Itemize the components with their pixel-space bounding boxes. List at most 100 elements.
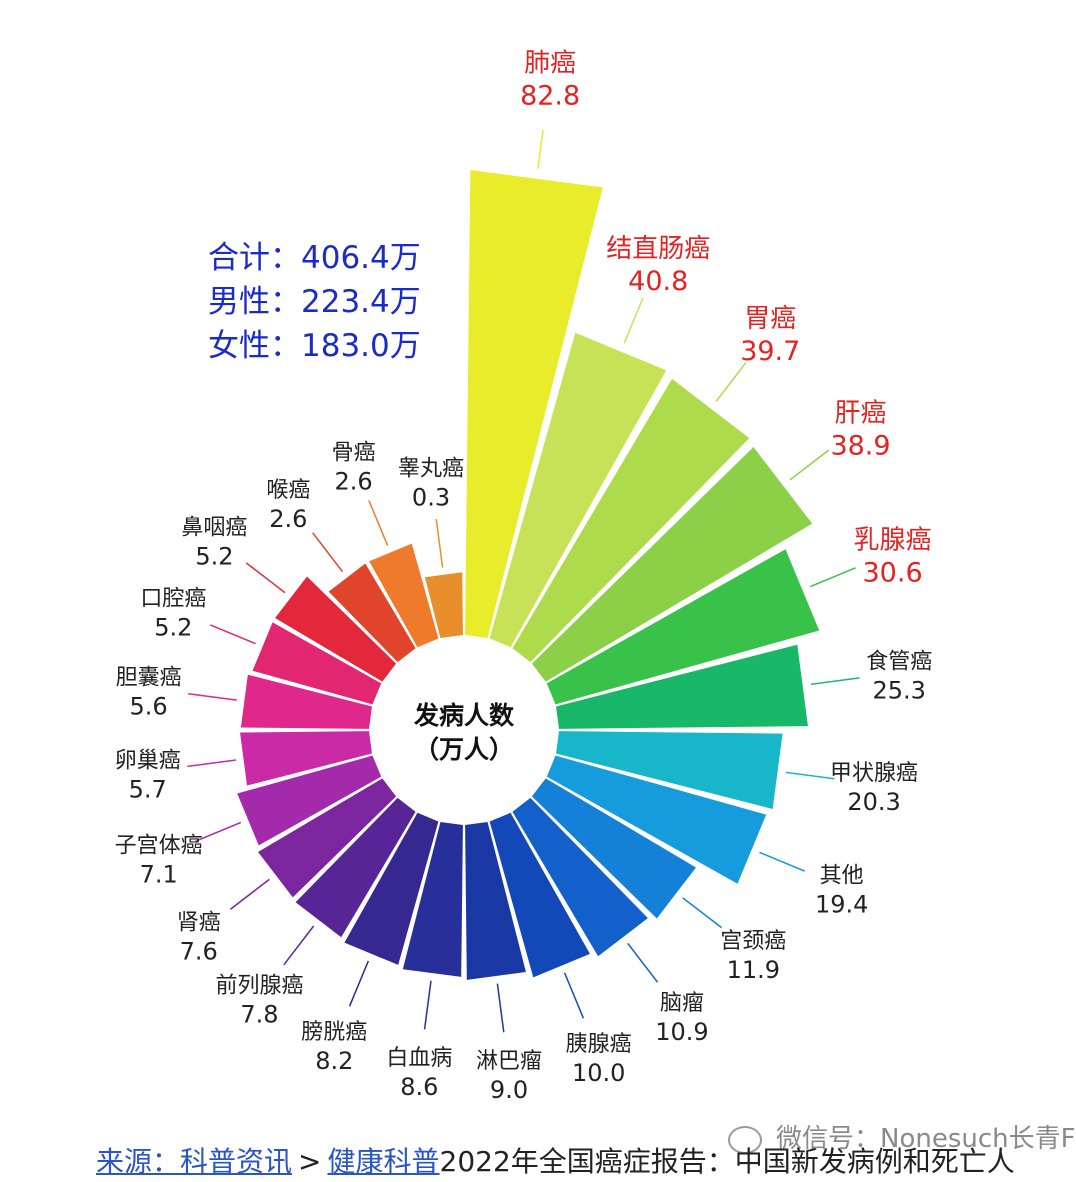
value-label-1: 82.8	[520, 81, 580, 112]
category-label-12: 淋巴瘤	[476, 1049, 542, 1074]
breadcrumb-separator: >	[298, 1145, 322, 1178]
bar-8	[546, 755, 767, 884]
value-label-2: 40.8	[628, 266, 688, 297]
category-label-22: 喉癌	[266, 478, 310, 503]
category-label-10: 脑瘤	[660, 991, 704, 1016]
center-label-line2: （万人）	[414, 735, 514, 764]
category-label-13: 白血病	[386, 1046, 452, 1071]
leader-line-13	[423, 980, 432, 1030]
value-label-10: 10.9	[655, 1018, 708, 1046]
category-label-11: 胰腺癌	[566, 1032, 632, 1057]
leader-line-24	[435, 518, 444, 568]
leader-line-7	[785, 771, 835, 780]
category-label-2: 结直肠癌	[606, 234, 710, 264]
leader-line-21	[245, 562, 286, 594]
leader-line-5	[810, 567, 856, 588]
bar-23	[369, 543, 439, 648]
leader-line-20	[210, 624, 256, 645]
value-label-5: 30.6	[863, 557, 923, 588]
bar-6	[556, 644, 808, 729]
category-label-5: 乳腺癌	[854, 525, 932, 555]
bar-18	[240, 731, 372, 786]
summary-female: 女性：183.0万	[208, 328, 421, 364]
bar-4	[531, 447, 813, 682]
bar-16	[258, 778, 397, 898]
summary-total: 合计：406.4万	[208, 240, 421, 276]
leader-line-3	[715, 362, 747, 402]
source-footer: 来源：科普资讯 > 健康科普2022年全国癌症报告：中国新发病例和死亡人	[96, 1140, 1015, 1180]
bar-2	[489, 332, 667, 648]
bar-9	[531, 778, 696, 919]
value-label-11: 10.0	[572, 1059, 625, 1087]
category-label-24: 睾丸癌	[398, 456, 464, 481]
leader-line-22	[312, 532, 344, 573]
category-label-19: 胆囊癌	[116, 665, 182, 690]
bar-3	[512, 378, 750, 663]
category-label-8: 其他	[820, 863, 864, 888]
value-label-23: 2.6	[334, 467, 372, 495]
value-label-9: 11.9	[727, 956, 780, 984]
leader-line-4	[789, 449, 830, 481]
category-label-16: 肾癌	[177, 911, 221, 936]
category-label-18: 卵巢癌	[115, 749, 181, 774]
value-label-21: 5.2	[195, 542, 233, 570]
leader-line-18	[187, 759, 237, 768]
category-label-6: 食管癌	[866, 650, 932, 675]
center-circle	[377, 643, 551, 817]
bar-12	[465, 822, 526, 980]
bar-20	[252, 622, 382, 705]
bars-group	[237, 170, 820, 980]
leader-line-10	[627, 942, 659, 983]
category-label-1: 肺癌	[524, 49, 576, 79]
bar-14	[344, 812, 439, 965]
leader-line-11	[563, 972, 585, 1019]
bar-10	[512, 797, 648, 957]
bar-24	[424, 572, 463, 638]
summary-totals: 合计：406.4万 男性：223.4万 女性：183.0万	[208, 236, 421, 368]
bar-11	[489, 812, 590, 978]
value-label-14: 8.2	[315, 1047, 353, 1075]
bar-21	[275, 576, 397, 682]
leader-line-6	[810, 677, 860, 686]
value-label-7: 20.3	[847, 788, 900, 816]
category-label-4: 肝癌	[835, 399, 887, 429]
report-title: 2022年全国癌症报告：中国新发病例和死亡人	[439, 1145, 1015, 1178]
center-label-line1: 发病人数	[413, 701, 515, 730]
value-label-22: 2.6	[269, 505, 307, 533]
value-label-6: 25.3	[873, 677, 926, 705]
leader-line-8	[759, 851, 805, 872]
leader-line-19	[188, 692, 237, 701]
value-label-4: 38.9	[830, 431, 890, 462]
leader-line-16	[229, 878, 270, 910]
value-label-18: 5.7	[129, 776, 167, 804]
bar-5	[546, 549, 820, 705]
value-label-12: 9.0	[490, 1076, 528, 1104]
watermark: 微信号：Nonesuch长青FS	[728, 1118, 1076, 1155]
bar-13	[402, 822, 463, 977]
value-label-3: 39.7	[740, 336, 800, 367]
category-label-20: 口腔癌	[140, 587, 206, 612]
source-link[interactable]: 来源：科普资讯	[96, 1145, 293, 1178]
category-label-3: 胃癌	[744, 304, 796, 334]
leader-line-9	[682, 897, 723, 929]
bar-19	[240, 674, 372, 729]
value-label-13: 8.6	[400, 1073, 438, 1101]
category-label-14: 膀胱癌	[301, 1020, 367, 1045]
bar-17	[237, 755, 382, 846]
leader-line-1	[537, 130, 544, 169]
value-label-20: 5.2	[154, 614, 192, 642]
watermark-text: 微信号：Nonesuch长青FS	[776, 1124, 1076, 1154]
category-label-21: 鼻咽癌	[181, 515, 247, 540]
leader-line-23	[368, 500, 389, 546]
bar-15	[295, 797, 416, 938]
category-label-17: 子宫体癌	[115, 833, 203, 858]
value-label-17: 7.1	[140, 860, 178, 888]
leader-line-2	[623, 297, 644, 344]
value-label-19: 5.6	[130, 692, 168, 720]
value-label-16: 7.6	[180, 938, 218, 966]
health-link[interactable]: 健康科普	[327, 1145, 440, 1178]
category-label-15: 前列腺癌	[215, 974, 303, 999]
leader-line-15	[283, 925, 315, 966]
